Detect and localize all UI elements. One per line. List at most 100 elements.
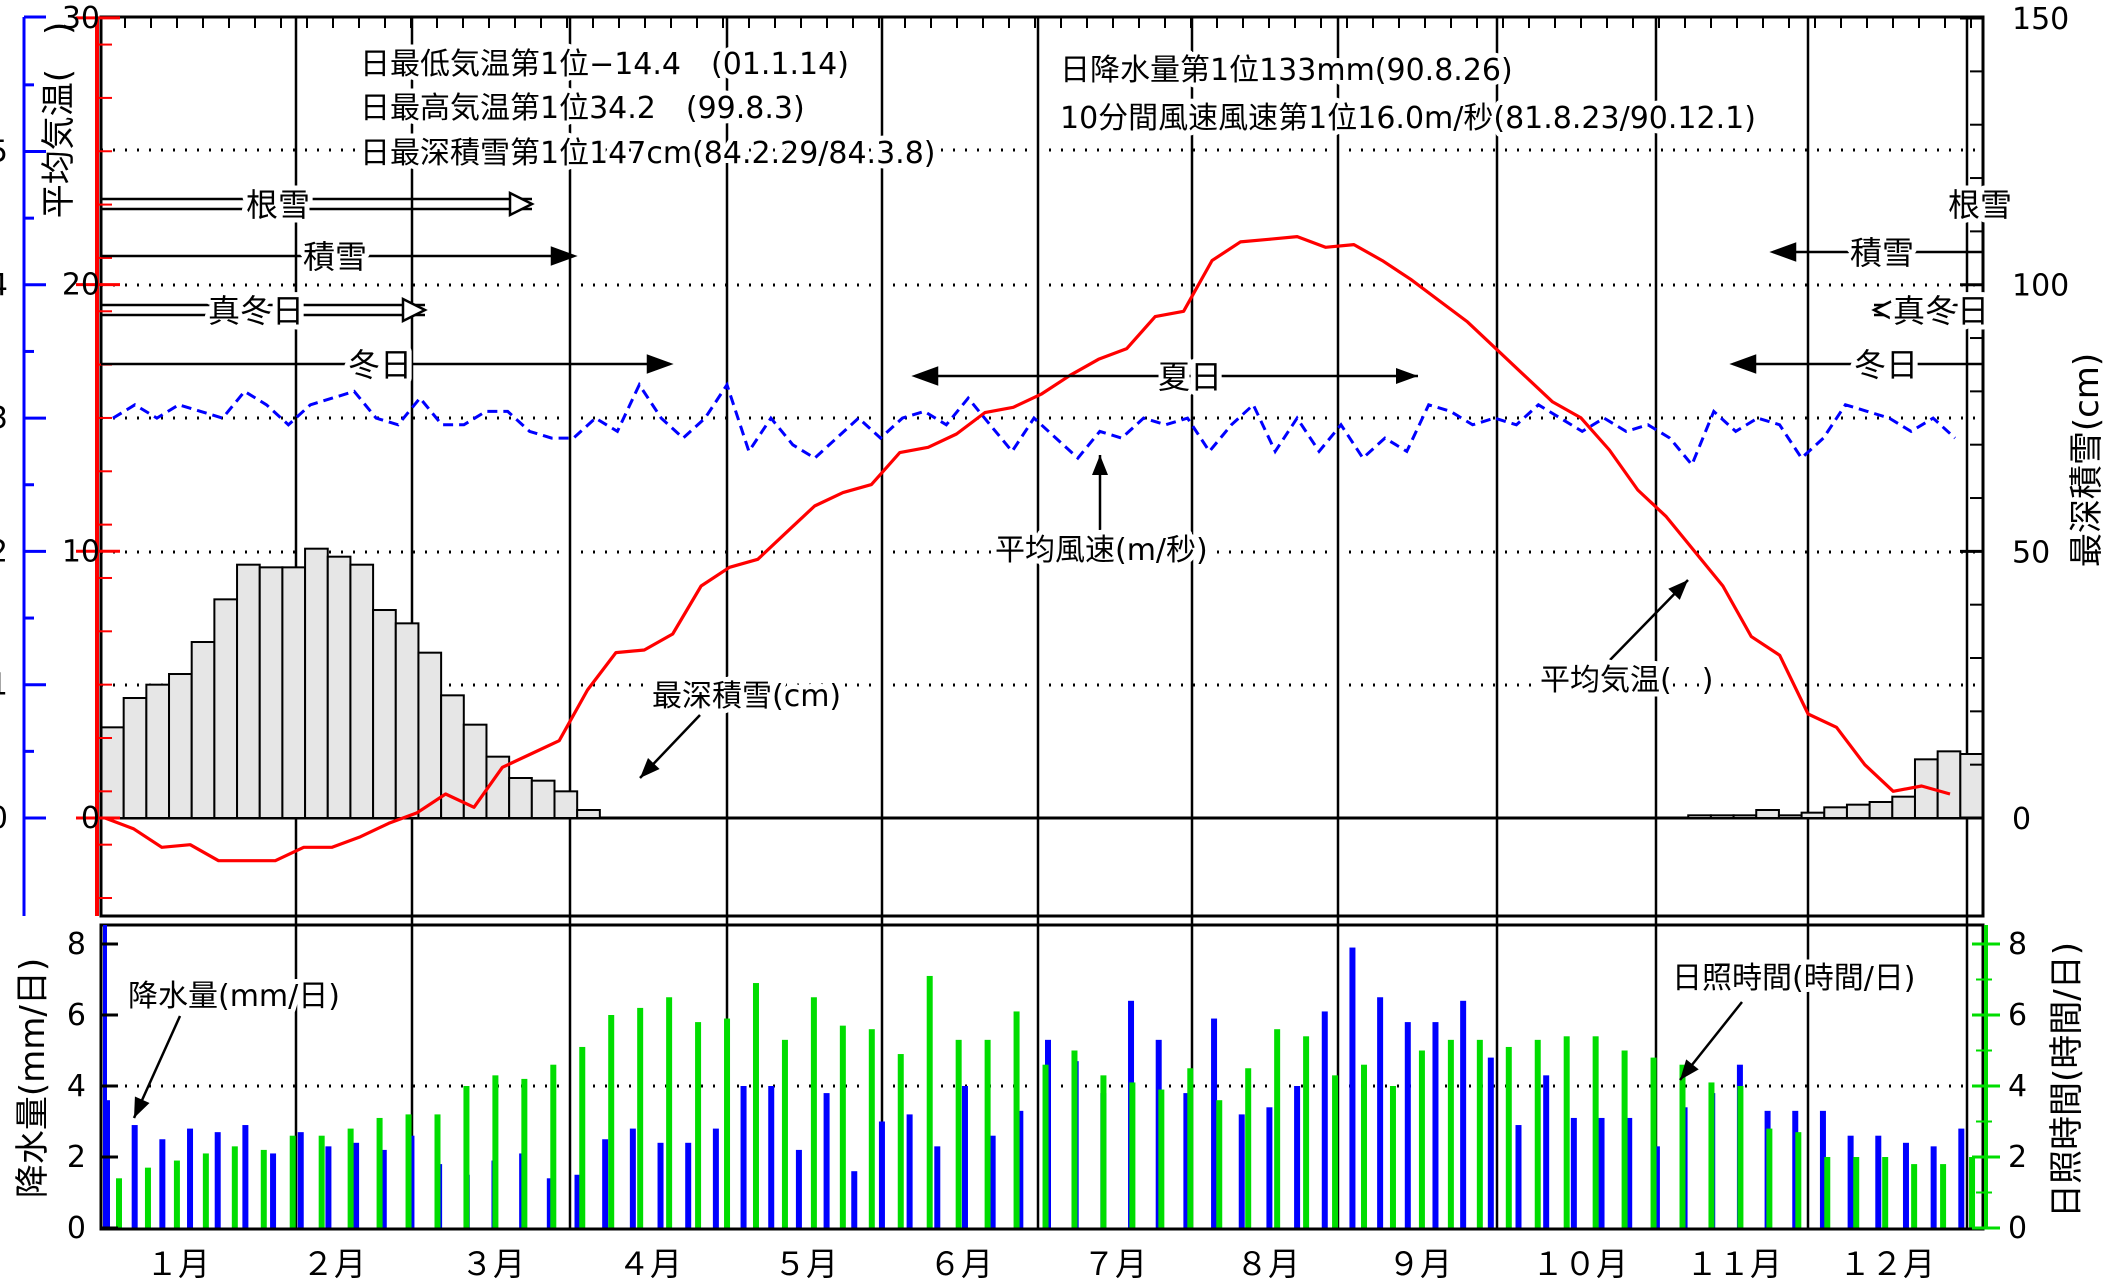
- snow-bar: [326, 555, 352, 819]
- precip-tick-label: 6: [67, 998, 86, 1033]
- snow-bar: [1823, 806, 1848, 819]
- sunshine-bar: [1679, 1064, 1686, 1228]
- precipitation-bar: [187, 1128, 194, 1228]
- snow-bar: [1800, 811, 1826, 819]
- precipitation-bar: [1432, 1022, 1439, 1228]
- precipitation-bar: [712, 1128, 719, 1228]
- snow-bar: [1777, 814, 1803, 819]
- sunshine-bar: [1621, 1050, 1628, 1228]
- precipitation-bar: [1460, 1000, 1467, 1228]
- precip-tick-label: 2: [67, 1140, 86, 1175]
- precip-tick-label: 4: [67, 1069, 86, 1104]
- snow-tick-label: 50: [2012, 535, 2050, 570]
- lower-frame: [99, 923, 1985, 1231]
- period-arrows: [101, 190, 1983, 1119]
- sunshine-bar: [1447, 1039, 1454, 1228]
- arrow-nebuki-spring-label: 根雪: [246, 186, 310, 224]
- upper-frame: [99, 15, 1985, 918]
- snow-pointer-head: [640, 758, 660, 778]
- month-label: ７月: [1083, 1245, 1147, 1281]
- sunshine-bar: [1853, 1157, 1860, 1228]
- arrow-mafuyubi-spring-head: [401, 296, 428, 324]
- snow-bar: [236, 563, 261, 819]
- record-precipitation: 日降水量第1位133mm(90.8.26): [1060, 53, 1513, 88]
- sunshine-bars: [116, 975, 1976, 1228]
- sunshine-bar: [173, 1160, 180, 1228]
- arrow-sekisetsu-spring-label: 積雪: [303, 238, 367, 276]
- sunshine-bar: [1505, 1046, 1512, 1228]
- temp-tick-label: 20: [62, 268, 100, 303]
- arrow-fuyubi-autumn-head: [1729, 354, 1757, 374]
- wind-line: [112, 381, 1957, 468]
- arrow-natsubi-head: [911, 366, 939, 386]
- precipitation-bar: [1487, 1057, 1494, 1228]
- month-label: ３月: [461, 1245, 525, 1281]
- sunshine-bar: [202, 1153, 209, 1228]
- precipitation-bar: [740, 1086, 747, 1228]
- record-wind-speed: 10分間風速風速第1位16.0m/秒(81.8.23/90.12.1): [1060, 101, 1756, 136]
- snow-bar: [553, 790, 579, 820]
- series-lines: [104, 235, 1957, 863]
- arrow-nebuki-autumn-head: [1951, 190, 1978, 218]
- precipitation-bar: [242, 1125, 249, 1228]
- arrow-fuyubi-spring-head: [646, 354, 674, 374]
- sunshine-tick-label: 2: [2008, 1140, 2027, 1175]
- sunshine-bar: [1100, 1075, 1107, 1228]
- sunshine-bar: [1476, 1039, 1483, 1228]
- snow-bar: [190, 641, 216, 819]
- precipitation-bar: [657, 1142, 664, 1228]
- precipitation-bar: [1404, 1022, 1411, 1228]
- arrow-fuyubi-autumn-label: 冬日: [1854, 346, 1918, 384]
- precipitation-bar: [325, 1146, 332, 1228]
- temp-tick-label: 10: [62, 534, 100, 569]
- precipitation-bar: [1543, 1075, 1550, 1228]
- wind-tick-label: 3: [0, 401, 8, 436]
- precipitation-bar: [574, 1174, 581, 1228]
- lower-plot-area: [101, 925, 1983, 1229]
- snow-bar: [1732, 814, 1758, 819]
- sunshine-bar: [637, 1007, 644, 1228]
- precipitation-bar: [1349, 947, 1356, 1228]
- snow-bar: [100, 726, 125, 819]
- snow-depth-label: 最深積雪(cm): [652, 679, 841, 714]
- arrow-mafuyubi-spring-label: 真冬日: [208, 292, 304, 330]
- precipitation-bar: [353, 1142, 360, 1228]
- precipitation-bar: [961, 1086, 968, 1228]
- snow-bar: [258, 566, 284, 819]
- month-label: １２月: [1839, 1245, 1935, 1281]
- sunshine-label: 日照時間(時間/日): [1672, 961, 1916, 996]
- snow-tick-label: 150: [2012, 2, 2069, 37]
- sunshine-bar: [579, 1046, 586, 1228]
- precip-tick-label: 8: [67, 927, 86, 962]
- sunshine-bar: [1650, 1057, 1657, 1228]
- sunshine-bar: [1766, 1128, 1773, 1228]
- sunshine-bar: [810, 997, 817, 1228]
- temp-pointer-head: [1668, 580, 1688, 600]
- sunshine-pointer-head: [1680, 1059, 1699, 1080]
- precipitation-bar: [795, 1149, 802, 1228]
- snow-bar: [1755, 809, 1780, 819]
- precipitation-bar: [1875, 1135, 1882, 1228]
- snow-bar: [122, 697, 148, 820]
- precipitation-bar: [131, 1125, 138, 1228]
- snow-bar: [530, 779, 556, 820]
- snow-bar: [281, 566, 307, 819]
- snow-bar: [168, 673, 193, 819]
- sunshine-bar: [1071, 1050, 1078, 1228]
- month-label: ６月: [929, 1245, 993, 1281]
- sunshine-bar: [1882, 1157, 1889, 1228]
- sunshine-bar: [318, 1135, 325, 1228]
- sunshine-bar: [347, 1128, 354, 1228]
- precipitation-bar: [1321, 1011, 1328, 1228]
- record-high-temp: 日最高気温第1位34.2 (99.8.3): [360, 91, 805, 126]
- wind-tick-label: 5: [0, 135, 8, 170]
- sunshine-bar: [781, 1039, 788, 1228]
- precipitation-bar: [1902, 1142, 1909, 1228]
- arrow-natsubi-head-right: [1396, 368, 1418, 384]
- wind-tick-label: 4: [0, 268, 8, 303]
- sunshine-bar: [724, 1018, 731, 1228]
- sunshine-bar: [1708, 1082, 1715, 1228]
- sunshine-bar: [1274, 1029, 1281, 1228]
- sunshine-bar: [260, 1149, 267, 1228]
